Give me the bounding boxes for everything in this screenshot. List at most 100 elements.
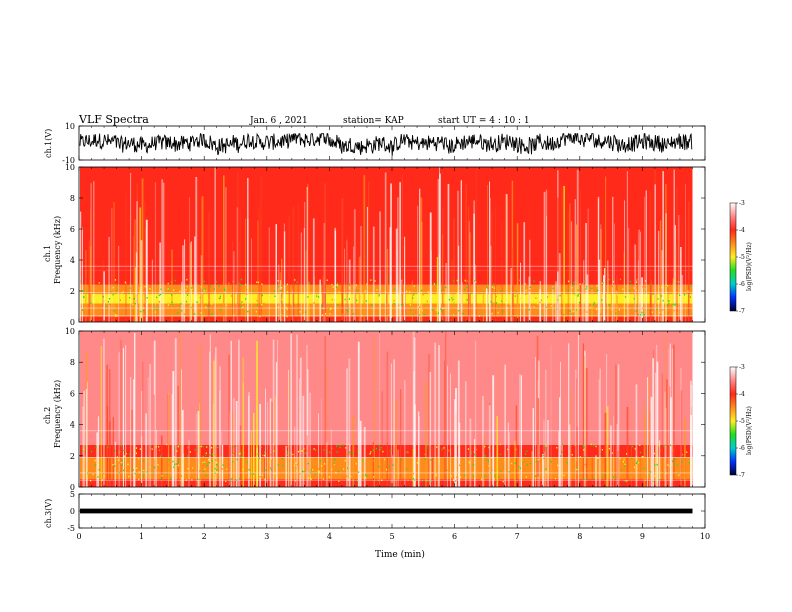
spectrogram-speckle [636,461,638,463]
spectrogram-speckle [464,279,466,282]
spectrogram-speckle [637,314,639,316]
spectrogram-speckle [482,291,485,293]
spectrogram-streak [214,355,216,487]
spectrogram-speckle [256,304,258,306]
spectrogram-streak [247,178,249,322]
spectrogram-speckle [649,462,651,465]
spectrogram-speckle [464,474,466,477]
spectrogram-speckle [602,476,604,479]
spectrogram-speckle [639,444,641,446]
spectrogram-speckle [119,299,121,301]
spectrogram-streak [465,184,467,322]
spectrogram-speckle [504,459,506,461]
x-tick-label: 1 [139,532,144,541]
spectrogram-streak [649,193,651,322]
spectrogram-speckle [583,446,585,448]
spectrogram-streak [190,241,192,322]
spectrogram-speckle [264,478,266,481]
spectrogram-speckle [464,288,466,291]
spectrogram-speckle [674,303,676,305]
spectrogram-streak [239,444,241,487]
spectrogram-speckle [369,453,371,455]
spectrogram-speckle [170,477,172,479]
y-tick-label: 10 [65,122,75,131]
spectrogram-speckle [174,463,176,466]
spectrogram-speckle [424,453,426,456]
spectrogram-speckle [166,473,168,475]
spectrogram-speckle [317,470,319,472]
spectrogram-streak [363,175,366,322]
spectrogram-streak [520,375,522,487]
spectrogram-speckle [150,444,152,447]
spectrogram-speckle [650,283,652,286]
spectrogram-speckle [656,308,658,310]
spectrogram-speckle [498,476,500,478]
spectrogram-streak [118,271,120,322]
spectrogram-speckle [491,303,493,305]
spectrogram-speckle [493,302,495,304]
spectrogram-speckle [121,460,123,462]
ch1-spectrogram-panel: 10 8 6 4 2 0 [65,163,706,327]
x-tick-label: 3 [264,532,269,541]
spectrogram-streak [251,238,252,322]
spectrogram-speckle [685,289,687,291]
spectrogram-speckle [309,477,311,479]
spectrogram-speckle [347,292,349,295]
spectrogram-speckle [667,309,669,312]
spectrogram-streak [605,176,607,322]
spectrogram-streak [141,391,143,487]
spectrogram-streak [163,182,165,322]
spectrogram-speckle [95,446,97,449]
spectrogram-speckle [544,445,546,447]
spectrogram-speckle [475,281,477,283]
spectrogram-speckle [633,287,635,289]
spectrogram-speckle [425,448,427,450]
spectrogram-speckle [102,296,104,298]
panel-frame [78,166,706,323]
spectrogram-speckle [337,304,339,306]
spectrogram-speckle [257,281,260,284]
start-time-label: start UT = 4 : 10 : 1 [438,116,530,126]
spectrogram-speckle [349,453,351,456]
spectrogram-speckle [154,457,156,459]
spectrogram-speckle [248,469,250,471]
spectrogram-speckle [282,458,284,460]
spectrogram-speckle [525,476,527,478]
spectrogram-streak [353,209,356,322]
spectrogram-streak [242,382,244,487]
spectrogram-speckle [348,467,350,469]
spectrogram-speckle [155,446,157,448]
spectrogram-streak [133,235,135,322]
spectrogram-speckle [630,311,632,313]
spectrogram-speckle [174,279,176,282]
spectrogram-speckle [652,293,654,295]
spectrogram-streak [659,220,662,322]
spectrogram-speckle [545,306,547,309]
spectrogram-speckle [486,287,488,289]
spectrogram-speckle [171,303,173,306]
spectrogram-speckle [398,306,400,309]
spectrogram-streak [568,424,571,487]
spectrogram-speckle [242,469,244,471]
spectrogram-speckle [223,457,225,459]
spectrogram-streak [363,426,366,487]
spectrogram-streak [130,172,132,322]
spectrogram-streak [83,390,85,487]
spectrogram-streak [240,448,242,487]
spectrogram-speckle [326,279,328,281]
spectrogram-streak [292,289,293,322]
spectrogram-streak [288,369,289,487]
spectrogram-streak [577,335,579,487]
spectrogram-speckle [507,448,509,451]
spectrogram-speckle [83,295,85,298]
spectrogram-speckle [495,295,497,298]
spectrogram-streak [136,183,139,322]
spectrogram-streak [611,287,612,322]
spectrogram-streak [454,399,456,487]
spectrogram-speckle [450,475,452,477]
spectrogram-streak [171,249,173,322]
spectrogram-streak [447,365,448,487]
spectrogram-speckle [437,312,439,315]
spectrogram-speckle [635,310,637,312]
spectrogram-speckle [686,451,688,453]
